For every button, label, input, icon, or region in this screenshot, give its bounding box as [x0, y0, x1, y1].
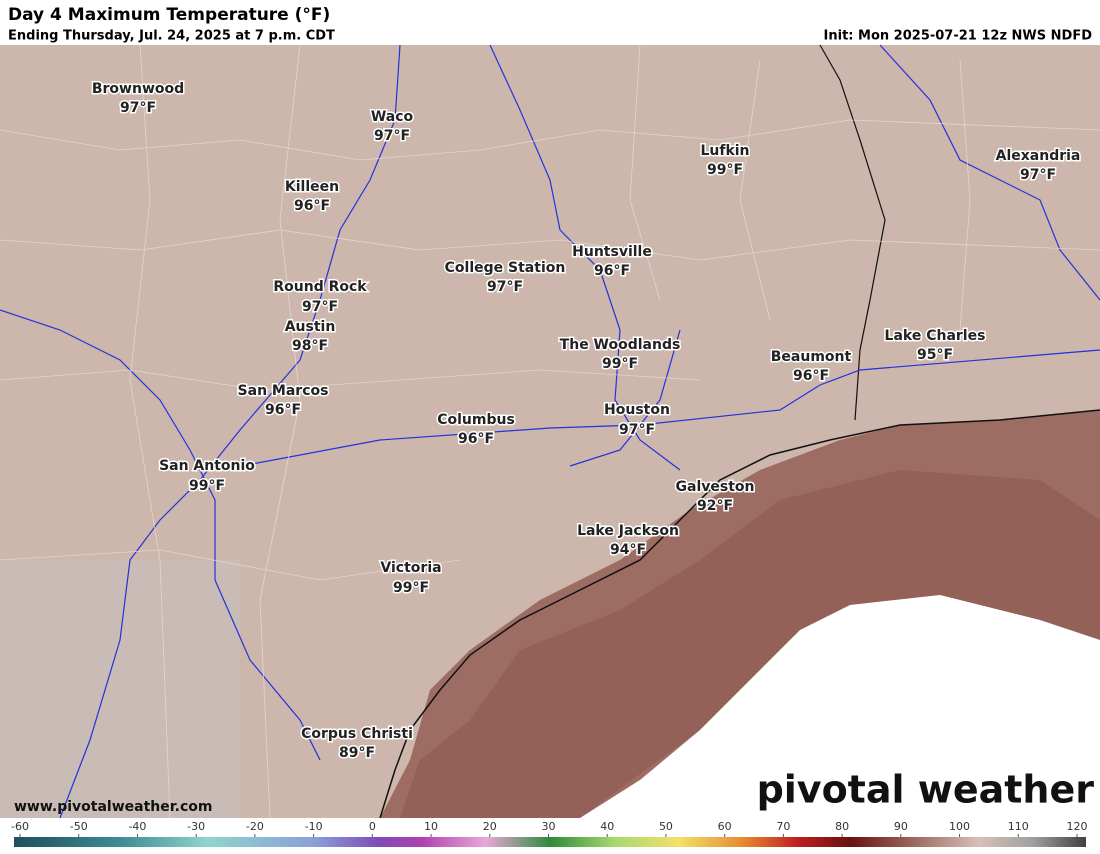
city-name: Round Rock [273, 279, 367, 295]
colorbar-tick-label: -10 [305, 820, 323, 833]
city-temp: 97°F [374, 128, 410, 144]
init-time: Init: Mon 2025-07-21 12z NWS NDFD [824, 29, 1093, 44]
city-temp: 94°F [610, 542, 646, 558]
colorbar-tick-label: -30 [187, 820, 205, 833]
colorbar-tick-label: 30 [542, 820, 556, 833]
basemap [0, 44, 1100, 819]
city-name: San Marcos [238, 383, 329, 399]
city-temp: 99°F [189, 478, 225, 494]
city-temp: 99°F [707, 162, 743, 178]
city-temp: 97°F [487, 279, 523, 295]
city-name: Waco [371, 109, 414, 125]
city-name: College Station [445, 260, 566, 276]
city-name: Corpus Christi [301, 726, 413, 742]
city-name: Beaumont [771, 349, 852, 365]
city-temp: 96°F [294, 198, 330, 214]
city-name: Victoria [380, 560, 441, 576]
colorbar-tick-label: 100 [949, 820, 970, 833]
city-temp: 92°F [697, 498, 733, 514]
city-name: Lake Jackson [577, 523, 679, 539]
city-name: Huntsville [572, 244, 652, 260]
subtitle: Ending Thursday, Jul. 24, 2025 at 7 p.m.… [8, 29, 335, 44]
city-labels: Brownwood 97°F Waco 97°F Killeen 96°F Lu… [90, 80, 1082, 763]
colorbar-tick-label: 120 [1067, 820, 1088, 833]
city-temp: 97°F [302, 299, 338, 315]
city-temp: 99°F [602, 356, 638, 372]
city-name: Galveston [676, 479, 755, 495]
city-name: Austin [285, 319, 336, 335]
colorbar-tick-label: 110 [1008, 820, 1029, 833]
city-temp: 97°F [120, 100, 156, 116]
city-temp: 96°F [594, 263, 630, 279]
colorbar-tick-label: 50 [659, 820, 673, 833]
colorbar-tick-label: 60 [718, 820, 732, 833]
title: Day 4 Maximum Temperature (°F) [8, 5, 330, 25]
city-name: Columbus [437, 412, 515, 428]
colorbar-tick-label: 90 [894, 820, 908, 833]
city-temp: 97°F [619, 422, 655, 438]
city-temp: 98°F [292, 338, 328, 354]
city-temp: 96°F [265, 402, 301, 418]
city-name: Lufkin [700, 143, 749, 159]
header: Day 4 Maximum Temperature (°F) Ending Th… [8, 5, 1092, 44]
city-temp: 96°F [458, 431, 494, 447]
city-name: San Antonio [159, 458, 255, 474]
colorbar-tick-label: 0 [369, 820, 376, 833]
colorbar-tick-label: -50 [70, 820, 88, 833]
city-name: Lake Charles [885, 328, 986, 344]
colorbar [14, 837, 1086, 847]
colorbar-tick-label: 20 [483, 820, 497, 833]
logo: pivotal weather [757, 768, 1095, 812]
colorbar-tick-label: 70 [776, 820, 790, 833]
colorbar-tick-label: -60 [11, 820, 29, 833]
website: www.pivotalweather.com [14, 799, 213, 815]
city-name: Houston [604, 402, 670, 418]
colorbar-tick-label: -20 [246, 820, 264, 833]
city-name: Killeen [285, 179, 339, 195]
colorbar-tick-label: 40 [600, 820, 614, 833]
colorbar-ticks: -60 -50 -40 -30 -20 -10 0 10 20 30 40 50 60 70 80 90 100… [11, 820, 1088, 837]
colorbar-tick-label: -40 [128, 820, 146, 833]
city-temp: 97°F [1020, 167, 1056, 183]
city-temp: 99°F [393, 580, 429, 596]
city-temp: 95°F [917, 347, 953, 363]
city-name: The Woodlands [560, 337, 681, 353]
colorbar-tick-label: 80 [835, 820, 849, 833]
colorbar-tick-label: 10 [424, 820, 438, 833]
city-temp: 89°F [339, 745, 375, 761]
city-name: Brownwood [92, 81, 184, 97]
city-temp: 96°F [793, 368, 829, 384]
city-name: Alexandria [996, 148, 1081, 164]
